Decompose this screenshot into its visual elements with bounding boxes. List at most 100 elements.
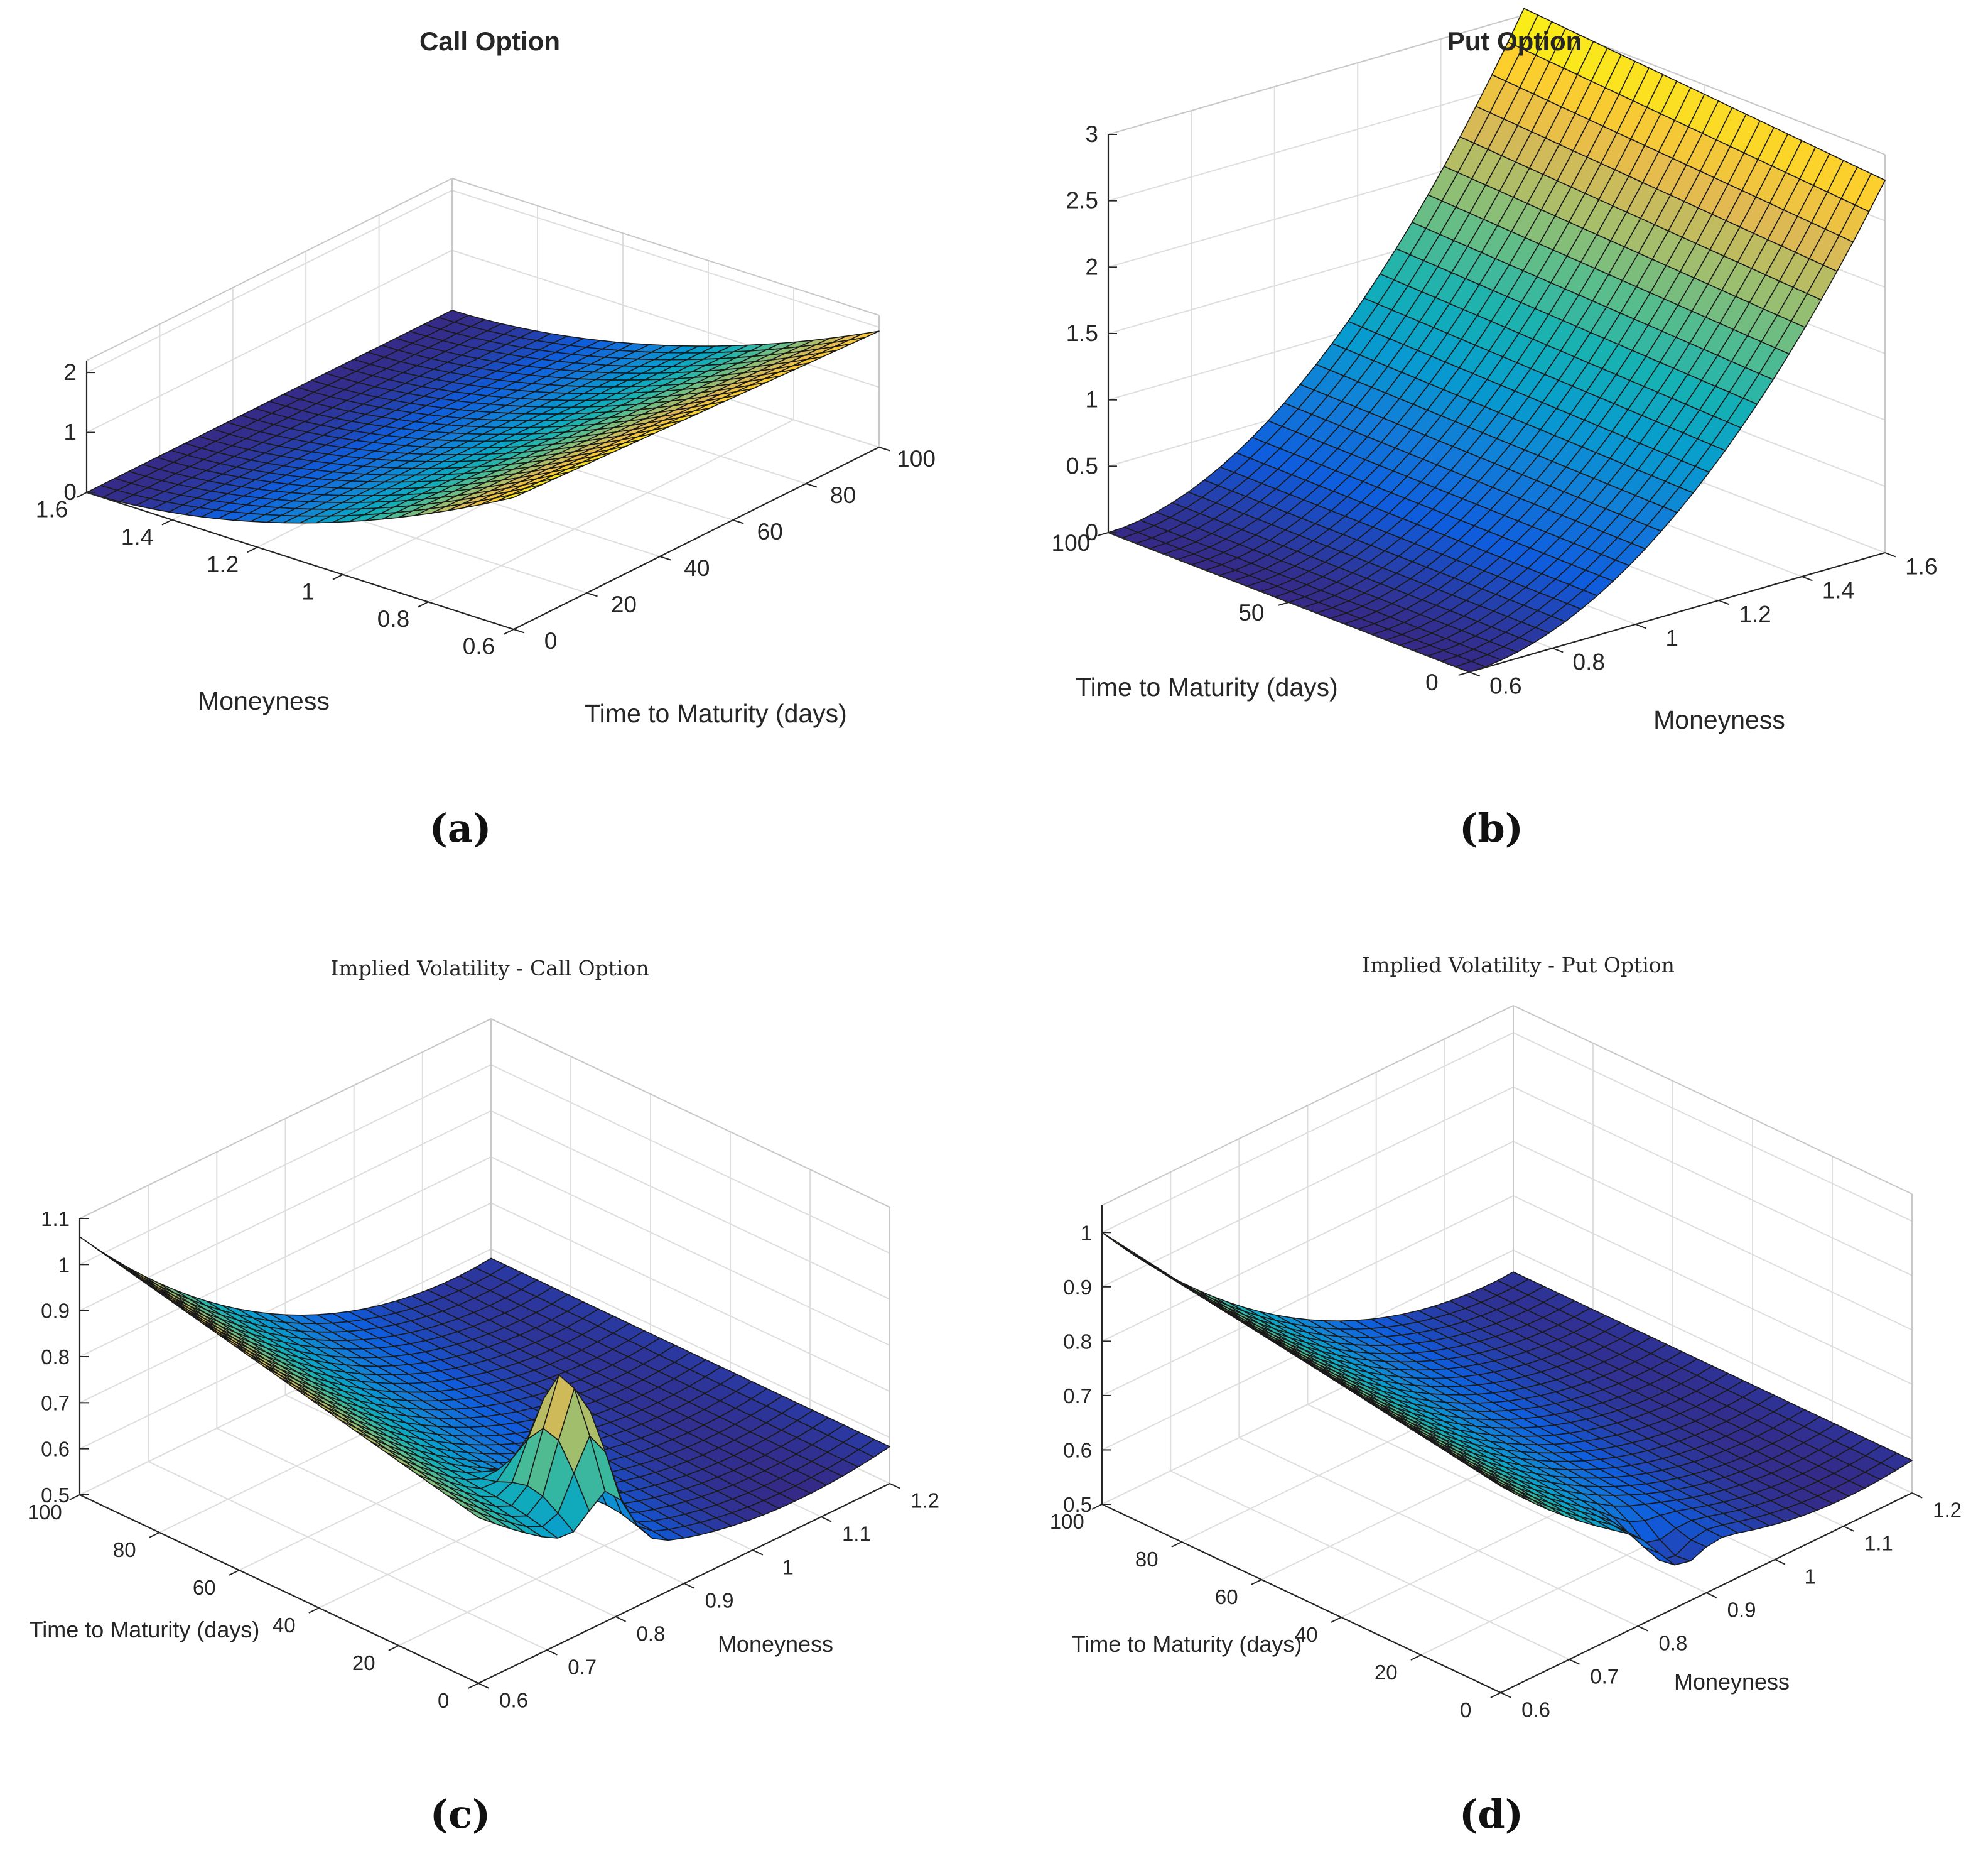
tick-label: 0.7 bbox=[1590, 1664, 1619, 1688]
tick-mark bbox=[1911, 1492, 1923, 1499]
axis-lines bbox=[1097, 134, 1896, 677]
tick-label: 1 bbox=[58, 1253, 70, 1276]
tick-label: 1.1 bbox=[842, 1522, 871, 1545]
tick-label: 0.6 bbox=[1521, 1698, 1550, 1721]
tick-label: 0.8 bbox=[1573, 649, 1605, 675]
surface bbox=[1108, 8, 1886, 673]
tick-label: 1.1 bbox=[41, 1207, 70, 1230]
tick-mark bbox=[332, 573, 343, 580]
tick-mark bbox=[388, 1645, 399, 1651]
tick-label: 1 bbox=[1081, 1221, 1092, 1244]
tick-mark bbox=[659, 556, 671, 561]
surface bbox=[79, 1236, 890, 1541]
tick-mark bbox=[684, 1583, 695, 1589]
tick-mark bbox=[1775, 1559, 1786, 1565]
tick-label: 40 bbox=[684, 555, 710, 581]
tick-label: 100 bbox=[897, 446, 936, 472]
tick-label: 0 bbox=[63, 479, 77, 505]
tick-mark bbox=[247, 546, 258, 553]
tick-label: 1 bbox=[63, 420, 77, 445]
tick-label: 1.2 bbox=[1933, 1498, 1962, 1521]
tick-mark bbox=[1843, 1526, 1854, 1532]
tick-mark bbox=[149, 1532, 160, 1538]
axis-lines bbox=[76, 361, 890, 635]
tick-mark bbox=[1458, 671, 1470, 676]
tick-mark bbox=[586, 592, 598, 597]
tick-mark bbox=[752, 1549, 764, 1556]
tick-mark bbox=[806, 483, 818, 488]
tick-mark bbox=[1097, 532, 1109, 536]
tick-label: 60 bbox=[757, 519, 783, 545]
tick-label: 0.8 bbox=[1063, 1330, 1092, 1353]
tick-mark bbox=[1490, 1692, 1501, 1698]
panel-caption: (a) bbox=[429, 805, 492, 851]
tick-label: 1.2 bbox=[910, 1489, 939, 1512]
x-axis-label: Moneyness bbox=[198, 686, 330, 715]
gridline bbox=[79, 1064, 890, 1266]
tick-label: 0.9 bbox=[705, 1588, 734, 1612]
tick-mark bbox=[418, 601, 429, 608]
tick-label: 0.6 bbox=[1063, 1438, 1092, 1462]
tick-label: 0.6 bbox=[41, 1438, 70, 1461]
tick-label: 0.9 bbox=[1063, 1276, 1092, 1299]
tick-mark bbox=[1802, 576, 1813, 582]
tick-label: 80 bbox=[830, 482, 856, 508]
tick-label: 1.6 bbox=[36, 497, 68, 523]
chart-title: Implied Volatility - Call Option bbox=[330, 956, 649, 980]
tick-mark bbox=[1569, 1659, 1580, 1665]
tick-label: 1.2 bbox=[1739, 601, 1771, 627]
tick-label: 0 bbox=[544, 628, 558, 654]
tick-label: 20 bbox=[611, 592, 637, 617]
tick-label: 0 bbox=[1460, 1698, 1471, 1722]
tick-mark bbox=[161, 519, 173, 526]
tick-mark bbox=[478, 1683, 489, 1689]
tick-label: 0.7 bbox=[41, 1391, 70, 1414]
tick-label: 1.2 bbox=[207, 551, 239, 577]
tick-label: 1 bbox=[1085, 387, 1098, 413]
tick-label: 1.6 bbox=[1905, 553, 1937, 579]
tick-label: 2 bbox=[63, 359, 77, 385]
tick-label: 0 bbox=[1425, 670, 1439, 695]
tick-label: 0 bbox=[438, 1689, 449, 1712]
tick-mark bbox=[732, 519, 744, 524]
tick-label: 0.7 bbox=[568, 1655, 597, 1678]
panel-caption: (c) bbox=[430, 1791, 490, 1837]
tick-label: 1.5 bbox=[1066, 320, 1098, 346]
tick-label: 60 bbox=[193, 1576, 216, 1599]
panel-d-implied-vol-put: 0.60.70.80.911.11.20204060801000.50.60.7… bbox=[1050, 953, 1962, 1837]
box-edge bbox=[1513, 1005, 1913, 1195]
tick-mark bbox=[889, 1483, 900, 1489]
tick-label: 0.8 bbox=[377, 606, 409, 632]
x-axis-label: Moneyness bbox=[1674, 1669, 1790, 1695]
tick-label: 60 bbox=[1215, 1585, 1238, 1609]
chart-title: Call Option bbox=[419, 26, 560, 56]
tick-label: 100 bbox=[1052, 530, 1091, 556]
tick-label: 2 bbox=[1085, 254, 1098, 279]
tick-mark bbox=[1410, 1654, 1422, 1661]
x-axis-label: Moneyness bbox=[1653, 705, 1785, 734]
tick-label: 80 bbox=[113, 1538, 136, 1561]
tick-label: 50 bbox=[1238, 600, 1264, 626]
tick-label: 2.5 bbox=[1066, 188, 1098, 214]
tick-label: 0.6 bbox=[1489, 673, 1521, 698]
tick-mark bbox=[1331, 1617, 1342, 1623]
tick-label: 1 bbox=[1805, 1565, 1816, 1588]
tick-label: 40 bbox=[273, 1614, 296, 1637]
tick-mark bbox=[1277, 602, 1289, 606]
tick-mark bbox=[1884, 552, 1896, 558]
y-axis-label: Time to Maturity (days) bbox=[585, 699, 847, 728]
tick-label: 1.4 bbox=[1822, 577, 1854, 603]
tick-mark bbox=[468, 1683, 479, 1689]
tick-label: 0.6 bbox=[499, 1688, 528, 1712]
tick-label: 20 bbox=[1375, 1661, 1398, 1684]
tick-label: 0.8 bbox=[41, 1345, 70, 1369]
gridline bbox=[1101, 1205, 1501, 1693]
tick-label: 0.5 bbox=[1063, 1493, 1092, 1516]
chart-title: Put Option bbox=[1447, 26, 1582, 56]
tick-label: 0.5 bbox=[1066, 453, 1098, 479]
box-edge bbox=[490, 1018, 890, 1208]
